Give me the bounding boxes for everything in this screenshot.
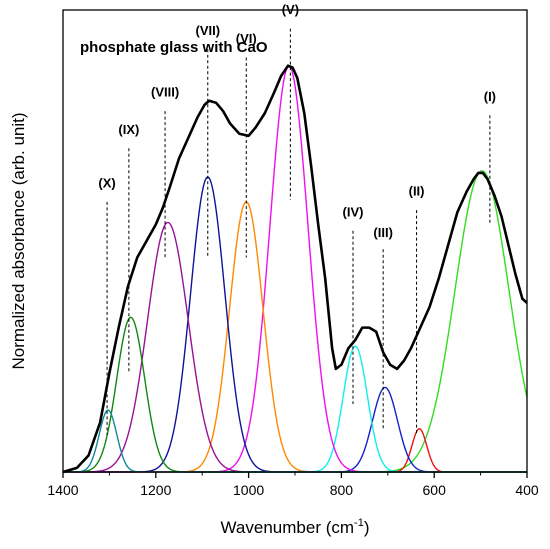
x-axis-label: Wavenumber (cm-1)	[221, 517, 370, 537]
peak-label-ii: (II)	[409, 184, 425, 199]
x-tick-label: 800	[330, 482, 354, 498]
y-axis-label: Normalized absorbance (arb. unit)	[9, 112, 28, 369]
x-tick-label: 400	[515, 482, 539, 498]
x-axis-ticks: 1400 1200 1000 800 600 400	[47, 472, 539, 498]
peak-markers	[106, 28, 491, 435]
peak-labels: (I)(II)(III)(IV)(V)(VI)(VII)(VIII)(IX)(X…	[98, 2, 496, 240]
peak-label-vi: (VI)	[236, 31, 257, 46]
x-axis-label-main: Wavenumber (cm	[221, 518, 355, 537]
x-tick-label: 1000	[233, 482, 264, 498]
peak-label-iv: (IV)	[343, 204, 364, 219]
measured-spectrum	[62, 64, 528, 474]
peak-label-vii: (VII)	[195, 23, 220, 38]
measured-spectrum-line	[62, 64, 528, 474]
peak-label-iii: (III)	[373, 225, 393, 240]
x-axis-label-tail: )	[364, 518, 370, 537]
peak-label-viii: (VIII)	[151, 85, 179, 100]
chart-title: phosphate glass with CaO	[80, 39, 268, 56]
peak-label-i: (I)	[484, 89, 496, 104]
peak-label-x: (X)	[98, 175, 115, 190]
x-tick-label: 1400	[47, 482, 78, 498]
x-axis-label-superscript: -1	[354, 517, 364, 529]
x-tick-label: 1200	[140, 482, 171, 498]
peak-label-ix: (IX)	[118, 122, 139, 137]
x-tick-label: 600	[423, 482, 447, 498]
